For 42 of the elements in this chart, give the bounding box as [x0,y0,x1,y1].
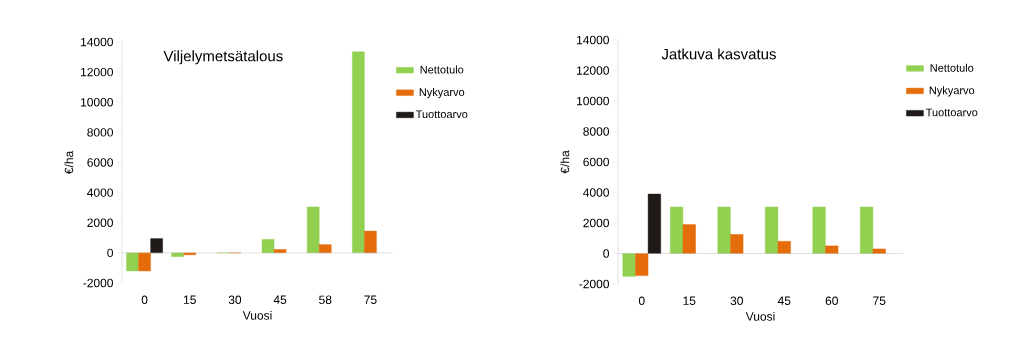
y-tick-label: 8000 [87,128,113,137]
x-tick-label: 0 [638,296,645,306]
x-tick-label: 58 [319,295,332,305]
y-tick-label: 2000 [583,218,610,228]
x-axis-title: Vuosi [745,311,775,321]
legend-label: Tuottoarvo [415,110,468,119]
y-tick-label: 0 [603,249,610,258]
legend-label: Tuottoarvo [925,108,978,117]
y-tick-label: 10000 [577,96,609,106]
legend-label: Nettotulo [420,65,464,74]
y-tick-label: 12000 [577,66,609,75]
x-tick-label: 60 [825,296,838,306]
x-axis-title: Vuosi [242,310,272,320]
y-axis-title: €/ha [560,150,570,174]
x-tick-label: 15 [683,296,696,305]
x-tick-label: 45 [777,296,791,305]
x-tick-label: 30 [730,296,743,306]
x-tick-label: 75 [873,296,886,305]
y-tick-label: 8000 [583,127,610,136]
y-tick-label: 6000 [583,157,610,167]
y-tick-label: 14000 [577,35,609,45]
y-axis-title: €/ha [64,150,74,175]
y-tick-label: 0 [107,248,114,258]
text: Viljelymetsätalous [163,50,283,65]
chart-title: Jatkuva kasvatus [661,48,776,60]
legend-label: Nettotulo [930,63,974,72]
legend-label: Nykyarvo [419,87,465,99]
y-tick-label: 14000 [81,37,113,47]
y-tick-label: 12000 [81,67,113,77]
y-tick-label: -2000 [579,279,610,289]
x-tick-label: 75 [364,295,377,304]
x-tick-label: 15 [183,295,196,304]
x-tick-label: 0 [141,295,148,305]
y-tick-label: 4000 [87,188,113,197]
y-tick-label: 2000 [87,218,113,227]
y-tick-label: 10000 [81,98,113,107]
y-tick-label: 4000 [583,188,610,197]
x-tick-label: 30 [228,295,242,305]
x-tick-label: 45 [273,295,287,304]
legend-label: Nykyarvo [929,86,975,97]
y-tick-label: 6000 [87,158,113,167]
y-tick-label: -2000 [83,278,113,288]
